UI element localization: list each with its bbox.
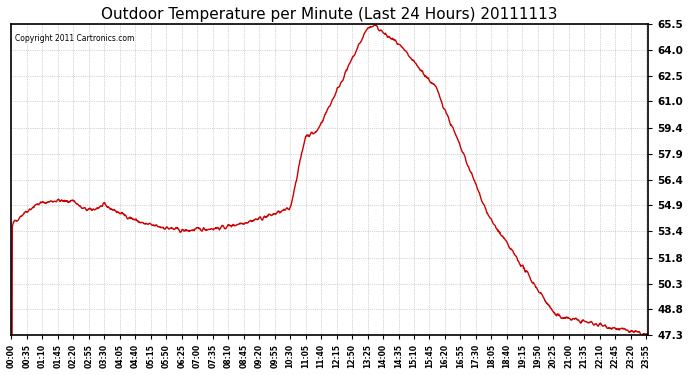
Text: Copyright 2011 Cartronics.com: Copyright 2011 Cartronics.com xyxy=(14,34,134,43)
Title: Outdoor Temperature per Minute (Last 24 Hours) 20111113: Outdoor Temperature per Minute (Last 24 … xyxy=(101,7,558,22)
